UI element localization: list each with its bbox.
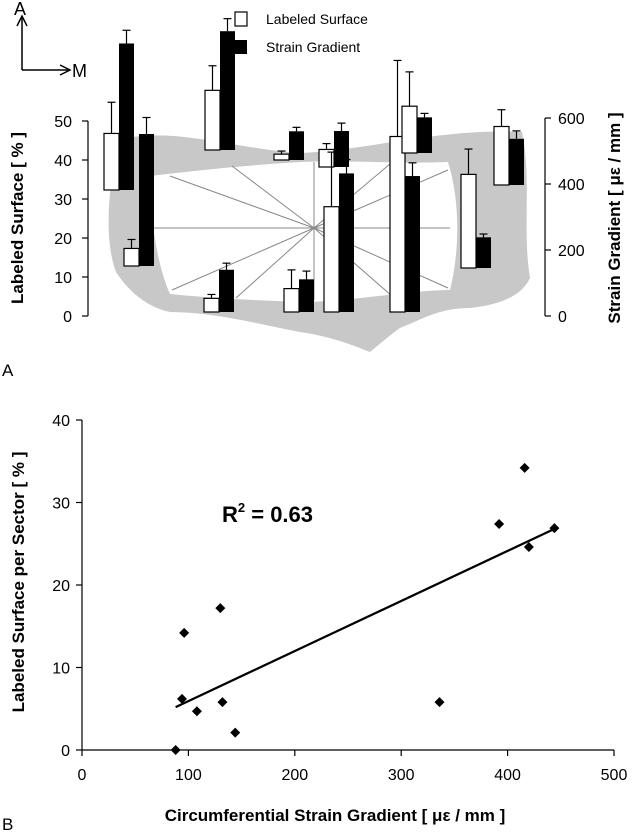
orientation-anterior-label: A xyxy=(14,0,26,19)
strain-gradient-bar xyxy=(405,176,420,312)
left-axis-tick-label: 50 xyxy=(54,114,72,131)
left-axis-tick-label: 0 xyxy=(63,309,72,326)
scatter-point xyxy=(177,693,188,704)
left-axis-tick-label: 30 xyxy=(54,192,72,209)
panel-b: 0 100 200 300 400 500 0 10 20 30 40 R2 = 0.63 Cir… xyxy=(2,413,627,834)
bar-marks xyxy=(103,18,524,313)
legend-labeled-label: Labeled Surface xyxy=(266,11,368,27)
right-axis: 0 200 400 600 Strain Gradient [ με / mm ] xyxy=(544,111,624,326)
scatter-point xyxy=(230,727,241,738)
r-squared-annotation: R2 = 0.63 xyxy=(222,500,313,527)
panel-a: A M Labeled Surface Strain Gradient 0 10 2… xyxy=(2,0,624,380)
y-axis-tick-label: 10 xyxy=(52,661,70,678)
scatter-point xyxy=(215,603,226,614)
left-axis-tick-label: 40 xyxy=(54,153,72,170)
strain-gradient-bar xyxy=(220,31,235,151)
x-axis-tick-label: 300 xyxy=(388,767,415,784)
y-axis-title: Labeled Surface per Sector [ % ] xyxy=(9,452,28,713)
strain-gradient-bar xyxy=(417,117,432,153)
scatter-point xyxy=(170,745,181,755)
y-axis-tick-label: 0 xyxy=(61,743,70,760)
panel-a-label: A xyxy=(2,361,14,380)
labeled-surface-bar xyxy=(401,105,418,154)
labeled-surface-bar xyxy=(103,132,120,191)
scatter-point xyxy=(434,697,445,708)
labeled-surface-bar xyxy=(204,89,221,151)
scatter-point xyxy=(191,706,202,717)
left-axis-tick-label: 20 xyxy=(54,231,72,248)
y-axis-tick-label: 30 xyxy=(52,496,70,513)
right-axis-tick-label: 600 xyxy=(558,111,585,128)
strain-gradient-bar xyxy=(289,131,304,160)
scatter-point xyxy=(494,518,505,529)
right-axis-tick-label: 0 xyxy=(558,309,567,326)
legend-labeled-swatch xyxy=(234,11,248,27)
orientation-medial-label: M xyxy=(72,61,87,81)
strain-gradient-bar xyxy=(139,134,154,266)
labeled-surface-bar xyxy=(389,135,406,313)
labeled-surface-bar xyxy=(203,297,220,313)
labeled-surface-bar xyxy=(283,288,300,313)
scatter-point xyxy=(523,542,534,553)
labeled-surface-bar xyxy=(460,173,477,269)
x-axis-tick-label: 400 xyxy=(494,767,521,784)
scatter-point xyxy=(519,462,530,473)
panel-b-label: B xyxy=(2,815,13,834)
strain-gradient-bar xyxy=(476,237,491,268)
y-axis-tick-label: 40 xyxy=(52,413,70,430)
left-axis-title: Labeled Surface [ % ] xyxy=(8,132,27,304)
x-axis-tick-label: 500 xyxy=(601,767,628,784)
labeled-surface-bar xyxy=(123,247,140,267)
labeled-surface-bar xyxy=(493,125,510,186)
x-axis-title: Circumferential Strain Gradient [ με / m… xyxy=(165,806,506,825)
strain-gradient-bar xyxy=(339,173,354,312)
strain-gradient-bar xyxy=(299,279,314,312)
scatter-point xyxy=(179,627,190,638)
orientation-arrows xyxy=(16,14,72,76)
x-axis-tick-label: 0 xyxy=(78,767,87,784)
strain-gradient-bar xyxy=(509,138,524,185)
strain-gradient-bar xyxy=(119,43,134,191)
y-axis-tick-label: 20 xyxy=(52,578,70,595)
scatter-point xyxy=(217,697,228,708)
regression-line xyxy=(175,527,555,709)
labeled-surface-bar xyxy=(273,153,290,161)
labeled-surface-bar xyxy=(323,206,340,313)
x-axis-tick-label: 200 xyxy=(281,767,308,784)
right-axis-tick-label: 200 xyxy=(558,243,585,260)
left-axis: 0 10 20 30 40 50 Labeled Surface [ % ] xyxy=(8,114,89,326)
x-axis-tick-label: 100 xyxy=(175,767,202,784)
strain-gradient-bar xyxy=(219,269,234,312)
right-axis-title: Strain Gradient [ με / mm ] xyxy=(605,112,624,323)
left-axis-tick-label: 10 xyxy=(54,270,72,287)
legend-strain-label: Strain Gradient xyxy=(266,39,360,55)
legend-strain-swatch xyxy=(235,40,247,54)
right-axis-tick-label: 400 xyxy=(558,177,585,194)
strain-gradient-bar xyxy=(334,131,349,167)
